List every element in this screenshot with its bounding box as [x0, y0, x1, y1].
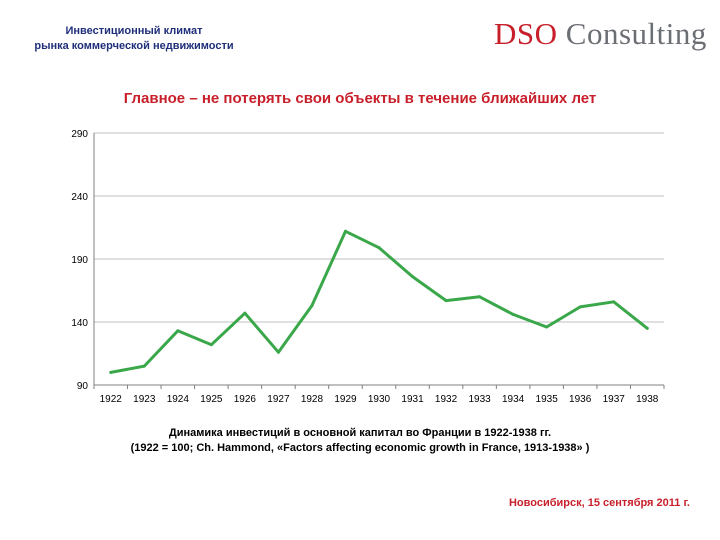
chart-caption: Динамика инвестиций в основной капитал в…: [80, 426, 640, 456]
header-subtitle-line2: рынка коммерческой недвижимости: [34, 40, 234, 52]
data-point-14: [578, 305, 582, 309]
chart-series: [109, 229, 649, 374]
x-tick-labels: 1922 1923 1924 1925 1926 1927 1928 1929 1930 1931…: [100, 394, 659, 405]
x-tick-label-13: 1935: [536, 394, 559, 405]
x-tick-label-0: 1922: [100, 394, 123, 405]
x-tick-label-12: 1934: [502, 394, 525, 405]
data-point-5: [276, 350, 280, 354]
y-tick-label-2: 190: [71, 255, 88, 266]
logo-dso: DSO: [494, 16, 558, 51]
x-tick-label-8: 1930: [368, 394, 391, 405]
chart-axes: [93, 133, 665, 389]
x-tick-label-15: 1937: [603, 394, 626, 405]
data-point-7: [343, 229, 347, 233]
header-subtitle-line1: Инвестиционный климат: [65, 25, 203, 37]
x-tick-label-11: 1933: [468, 394, 491, 405]
caption-line1: Динамика инвестиций в основной капитал в…: [168, 427, 552, 439]
data-point-9: [411, 275, 415, 279]
data-point-8: [377, 246, 381, 250]
x-tick-label-9: 1931: [401, 394, 424, 405]
x-tick-label-6: 1928: [301, 394, 324, 405]
data-point-16: [645, 326, 649, 330]
x-tick-label-16: 1938: [636, 394, 659, 405]
y-tick-label-1: 140: [71, 318, 88, 329]
y-tick-label-4: 290: [71, 129, 88, 140]
footer-date: Новосибирск, 15 сентября 2011 г.: [508, 497, 690, 509]
y-tick-labels: 90 140 190 240 290: [71, 129, 88, 392]
x-tick-label-10: 1932: [435, 394, 458, 405]
logo-consulting: Consulting: [557, 16, 707, 51]
data-point-2: [176, 329, 180, 333]
company-logo: DSO Consulting: [494, 16, 707, 52]
x-tick-label-14: 1936: [569, 394, 592, 405]
x-tick-label-7: 1929: [334, 394, 357, 405]
data-point-4: [243, 311, 247, 315]
data-point-10: [444, 299, 448, 303]
data-point-15: [612, 300, 616, 304]
chart-title: Главное – не потерять свои объекты в теч…: [123, 90, 597, 107]
data-point-0: [109, 370, 113, 374]
series-line-0: [109, 229, 649, 374]
chart-grid: [94, 132, 664, 323]
data-point-1: [142, 364, 146, 368]
caption-line2: (1922 = 100; Ch. Hammond, «Factors affec…: [130, 442, 590, 454]
header-subtitle: Инвестиционный климат рынка коммерческой…: [14, 24, 254, 54]
x-tick-label-4: 1926: [234, 394, 257, 405]
x-tick-label-3: 1925: [200, 394, 223, 405]
y-tick-label-3: 240: [71, 192, 88, 203]
data-point-12: [511, 312, 515, 316]
data-point-13: [545, 325, 549, 329]
y-tick-label-0: 90: [77, 381, 89, 392]
x-tick-label-5: 1927: [267, 394, 290, 405]
data-point-3: [209, 343, 213, 347]
data-point-6: [310, 304, 314, 308]
data-point-11: [478, 295, 482, 299]
x-tick-label-2: 1924: [167, 394, 190, 405]
x-tick-label-1: 1923: [133, 394, 156, 405]
